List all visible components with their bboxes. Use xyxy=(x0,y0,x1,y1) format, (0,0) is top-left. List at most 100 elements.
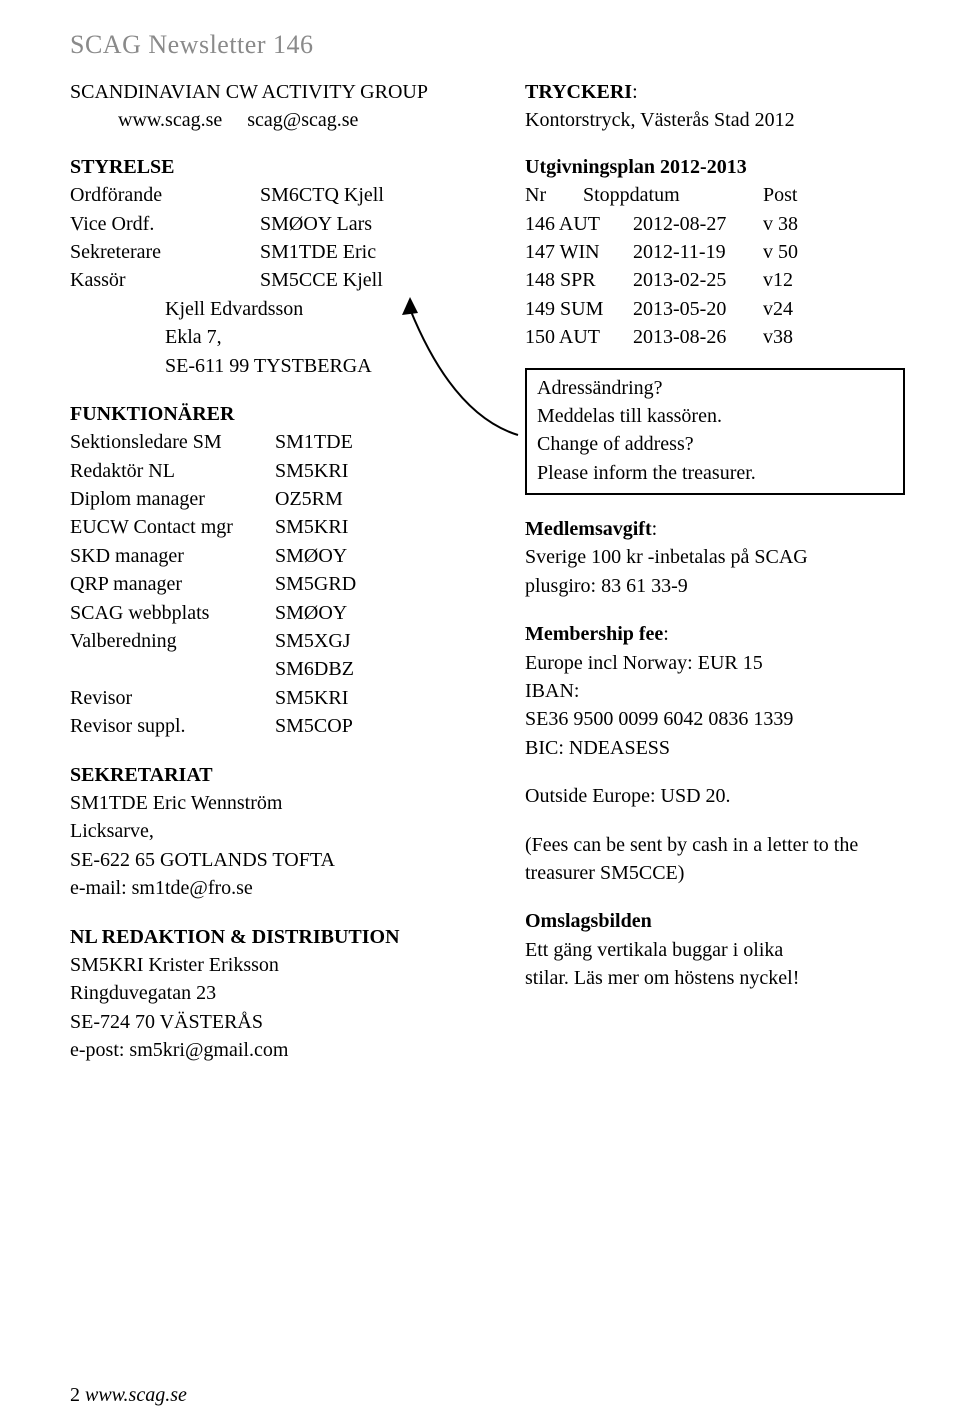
styrelse-name: SM6CTQ Kjell xyxy=(260,181,470,209)
schedule-stopp: 2012-08-27 xyxy=(633,210,763,238)
schedule-heading: Utgivningsplan 2012-2013 xyxy=(525,153,905,181)
schedule-nr: 146 AUT xyxy=(525,210,633,238)
schedule-stopp: 2013-05-20 xyxy=(633,295,763,323)
funktionarer-block: FUNKTIONÄRER Sektionsledare SMSM1TDEReda… xyxy=(70,400,470,741)
memberfee-block: Membership fee: Europe incl Norway: EUR … xyxy=(525,620,905,762)
sekretariat-heading: SEKRETARIAT xyxy=(70,761,470,789)
funk-role: Valberedning xyxy=(70,627,275,655)
funk-name: SMØOY xyxy=(275,542,470,570)
addresschange-line: Meddelas till kassören. xyxy=(537,402,893,430)
omslag-heading: Omslagsbilden xyxy=(525,907,905,935)
left-column: SCANDINAVIAN CW ACTIVITY GROUP www.scag.… xyxy=(70,78,470,1085)
memberfee-line: IBAN: xyxy=(525,677,905,705)
schedule-post: v24 xyxy=(763,295,905,323)
schedule-stopp: 2012-11-19 xyxy=(633,238,763,266)
org-name: SCANDINAVIAN CW ACTIVITY GROUP xyxy=(70,78,470,106)
footer: 2 www.scag.se xyxy=(70,1384,187,1407)
styrelse-row: Vice Ordf.SMØOY Lars xyxy=(70,210,470,238)
schedule-row: 147 WIN2012-11-19v 50 xyxy=(525,238,905,266)
tryckeri-text: Kontorstryck, Västerås Stad 2012 xyxy=(525,106,905,134)
funktionarer-row: ValberedningSM5XGJ xyxy=(70,627,470,655)
sekretariat-line: SE-622 65 GOTLANDS TOFTA xyxy=(70,846,470,874)
memberfee-line: BIC: NDEASESS xyxy=(525,734,905,762)
funk-name: SMØOY xyxy=(275,599,470,627)
styrelse-role: Vice Ordf. xyxy=(70,210,260,238)
redaktion-heading: NL REDAKTION & DISTRIBUTION xyxy=(70,923,470,951)
schedule-row: 148 SPR2013-02-25v12 xyxy=(525,266,905,294)
omslag-line: Ett gäng vertikala buggar i olika xyxy=(525,936,905,964)
funk-name: SM5KRI xyxy=(275,457,470,485)
funk-name: SM5XGJ xyxy=(275,627,470,655)
avgift-line: Sverige 100 kr -inbetalas på SCAG xyxy=(525,543,905,571)
redaktion-line: e-post: sm5kri@gmail.com xyxy=(70,1036,470,1064)
schedule-nr: 147 WIN xyxy=(525,238,633,266)
avgift-block: Medlemsavgift: Sverige 100 kr -inbetalas… xyxy=(525,515,905,600)
addresschange-line: Please inform the treasurer. xyxy=(537,459,893,487)
schedule-stopp: 2013-08-26 xyxy=(633,323,763,351)
avgift-colon: : xyxy=(652,518,658,540)
funk-role: Diplom manager xyxy=(70,485,275,513)
schedule-post: v 50 xyxy=(763,238,905,266)
funk-role: Sektionsledare SM xyxy=(70,428,275,456)
funk-role: QRP manager xyxy=(70,570,275,598)
schedule-col-nr: Nr xyxy=(525,181,583,209)
schedule-block: Utgivningsplan 2012-2013 Nr Stoppdatum P… xyxy=(525,153,905,352)
schedule-post: v12 xyxy=(763,266,905,294)
avgift-line: plusgiro: 83 61 33-9 xyxy=(525,572,905,600)
memberfee-colon: : xyxy=(663,623,669,645)
funk-name: SM6DBZ xyxy=(275,655,470,683)
funktionarer-row: EUCW Contact mgrSM5KRI xyxy=(70,513,470,541)
redaktion-line: Ringduvegatan 23 xyxy=(70,979,470,1007)
memberfee-heading: Membership fee xyxy=(525,623,663,645)
schedule-post: v38 xyxy=(763,323,905,351)
schedule-header: Nr Stoppdatum Post xyxy=(525,181,905,209)
funk-role: SKD manager xyxy=(70,542,275,570)
funk-role: Revisor xyxy=(70,684,275,712)
styrelse-role: Ordförande xyxy=(70,181,260,209)
funktionarer-row: Diplom managerOZ5RM xyxy=(70,485,470,513)
footer-pagenumber: 2 xyxy=(70,1384,80,1406)
funk-role: EUCW Contact mgr xyxy=(70,513,275,541)
address-change-box: Adressändring? Meddelas till kassören. C… xyxy=(525,368,905,496)
sekretariat-line: Licksarve, xyxy=(70,817,470,845)
schedule-col-post: Post xyxy=(763,181,905,209)
funktionarer-row: SCAG webbplatsSMØOY xyxy=(70,599,470,627)
memberfee-line: Europe incl Norway: EUR 15 xyxy=(525,649,905,677)
funk-role: Revisor suppl. xyxy=(70,712,275,740)
funk-role: SCAG webbplats xyxy=(70,599,275,627)
funktionarer-row: SM6DBZ xyxy=(70,655,470,683)
funk-role xyxy=(70,655,275,683)
funktionarer-row: QRP managerSM5GRD xyxy=(70,570,470,598)
funktionarer-row: Redaktör NLSM5KRI xyxy=(70,457,470,485)
redaktion-line: SM5KRI Krister Eriksson xyxy=(70,951,470,979)
funk-role: Redaktör NL xyxy=(70,457,275,485)
email: scag@scag.se xyxy=(247,109,358,131)
schedule-nr: 149 SUM xyxy=(525,295,633,323)
right-column: TRYCKERI: Kontorstryck, Västerås Stad 20… xyxy=(525,78,905,1085)
schedule-col-stopp: Stoppdatum xyxy=(583,181,763,209)
styrelse-name: SM5CCE Kjell xyxy=(260,266,470,294)
funktionarer-row: RevisorSM5KRI xyxy=(70,684,470,712)
styrelse-row: SekreterareSM1TDE Eric xyxy=(70,238,470,266)
styrelse-row: OrdförandeSM6CTQ Kjell xyxy=(70,181,470,209)
redaktion-block: NL REDAKTION & DISTRIBUTION SM5KRI Krist… xyxy=(70,923,470,1065)
outside-eu: Outside Europe: USD 20. xyxy=(525,782,905,810)
fees-note: (Fees can be sent by cash in a letter to… xyxy=(525,831,905,888)
sekretariat-line: SM1TDE Eric Wennström xyxy=(70,789,470,817)
memberfee-line: SE36 9500 0099 6042 0836 1339 xyxy=(525,705,905,733)
tryckeri-heading: TRYCKERI xyxy=(525,81,632,103)
funktionarer-row: Revisor suppl.SM5COP xyxy=(70,712,470,740)
styrelse-role: Sekreterare xyxy=(70,238,260,266)
website: www.scag.se xyxy=(118,109,222,131)
addresschange-line: Change of address? xyxy=(537,430,893,458)
styrelse-name: SMØOY Lars xyxy=(260,210,470,238)
funk-name: SM5KRI xyxy=(275,684,470,712)
styrelse-name: SM1TDE Eric xyxy=(260,238,470,266)
funktionarer-row: SKD managerSMØOY xyxy=(70,542,470,570)
sekretariat-line: e-mail: sm1tde@fro.se xyxy=(70,874,470,902)
contact-line: www.scag.se scag@scag.se xyxy=(70,106,470,134)
sekretariat-block: SEKRETARIAT SM1TDE Eric Wennström Licksa… xyxy=(70,761,470,903)
funk-name: SM5COP xyxy=(275,712,470,740)
schedule-row: 150 AUT2013-08-26v38 xyxy=(525,323,905,351)
schedule-nr: 148 SPR xyxy=(525,266,633,294)
